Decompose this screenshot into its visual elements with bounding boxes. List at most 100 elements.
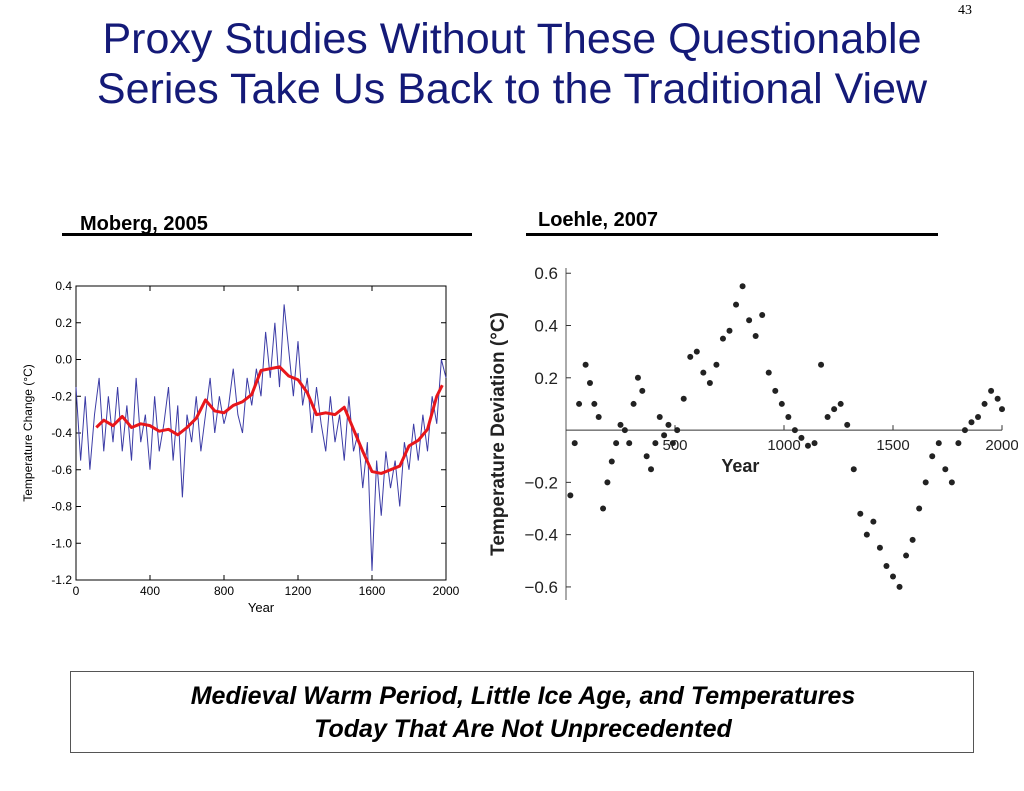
x-tick-label: 1500 (876, 437, 909, 454)
data-point (929, 453, 936, 460)
data-point (870, 518, 877, 525)
data-point (687, 353, 694, 360)
x-axis-label: Year (721, 456, 759, 476)
y-tick-label: −0.6 (524, 578, 558, 597)
data-point (759, 312, 766, 319)
data-point (863, 531, 870, 538)
data-point (922, 479, 929, 486)
x-tick-label: 2000 (433, 584, 460, 598)
data-point (621, 427, 628, 434)
data-point (656, 414, 663, 421)
data-point (706, 380, 713, 387)
data-point (586, 380, 593, 387)
data-point (582, 361, 589, 368)
data-point (746, 317, 753, 324)
data-point (719, 335, 726, 342)
y-tick-label: -0.2 (51, 389, 72, 403)
conclusion-text: Medieval Warm Period, Little Ice Age, an… (71, 680, 975, 746)
data-point (765, 369, 772, 376)
data-point (652, 440, 659, 447)
data-point (752, 332, 759, 339)
data-point (824, 414, 831, 421)
loehle-chart: 0.6 0.4 0.2 −0.2 −0.4 −0.6 500 1000 1500 2000 Year… (488, 264, 1018, 600)
x-tick-label: 1200 (285, 584, 312, 598)
data-point (857, 510, 864, 517)
data-point (669, 440, 676, 447)
slide-title: Proxy Studies Without These Questionable… (0, 14, 1024, 114)
data-point (890, 573, 896, 580)
data-point (961, 427, 968, 434)
data-point (617, 421, 624, 428)
y-tick-label: -0.6 (51, 463, 72, 477)
y-tick-label: 0.4 (55, 279, 72, 293)
data-point (591, 400, 598, 407)
data-point (778, 400, 785, 407)
moberg-chart: 0.4 0.2 0.0 -0.2 -0.4 -0.6 -0.8 -1.0 -1.20 400 800… (21, 279, 460, 615)
data-point (600, 505, 607, 512)
data-point (713, 361, 720, 368)
data-point (733, 301, 740, 308)
y-axis-label: Temperature Change (°C) (21, 364, 35, 502)
y-tick-label: -1.2 (51, 573, 72, 587)
page-number: 43 (958, 3, 972, 18)
x-tick-label: 400 (140, 584, 160, 598)
data-point (999, 406, 1005, 413)
data-point (772, 387, 779, 394)
smoothed-series-line (95, 365, 444, 475)
data-point (804, 442, 811, 449)
data-point (630, 400, 637, 407)
data-point (948, 479, 955, 486)
data-point (916, 505, 923, 512)
y-tick-label: -0.4 (51, 426, 72, 440)
data-point (818, 361, 825, 368)
y-tick-label: 0.2 (55, 316, 72, 330)
data-point (981, 400, 988, 407)
data-point (661, 432, 668, 439)
data-point (693, 348, 700, 355)
y-axis-label: Temperature Deviation (°C) (488, 312, 509, 556)
data-point (700, 369, 707, 376)
x-tick-label: 1600 (359, 584, 386, 598)
plot-frame (75, 285, 447, 581)
title-line-1: Proxy Studies Without These Questionable (102, 15, 922, 63)
y-tick-label: 0.4 (534, 317, 558, 336)
loehle-caption-underline (526, 233, 938, 236)
data-point (613, 440, 620, 447)
data-point (831, 406, 838, 413)
data-point (571, 440, 578, 447)
data-point (942, 466, 949, 473)
moberg-caption: Moberg, 2005 (80, 213, 208, 235)
x-tick-label: 0 (73, 584, 80, 598)
y-tick-label: -0.8 (51, 500, 72, 514)
y-tick-label: -1.0 (51, 536, 72, 550)
y-tick-label: 0.2 (534, 369, 558, 388)
y-tick-label: −0.2 (524, 473, 558, 492)
conclusion-box: Medieval Warm Period, Little Ice Age, an… (70, 671, 974, 753)
data-point (665, 421, 672, 428)
data-point (955, 440, 962, 447)
data-point (791, 427, 798, 434)
data-point (909, 536, 916, 543)
conclusion-line-2: Today That Are Not Unprecedented (314, 715, 732, 743)
data-point (643, 453, 650, 460)
data-point (595, 414, 602, 421)
data-point (844, 421, 851, 428)
conclusion-line-1: Medieval Warm Period, Little Ice Age, an… (190, 682, 856, 710)
annual-series-line (75, 304, 447, 571)
data-point (680, 395, 687, 402)
x-tick-label: 800 (214, 584, 234, 598)
loehle-caption: Loehle, 2007 (538, 209, 659, 231)
data-point (811, 440, 818, 447)
data-point (726, 327, 733, 334)
data-point (785, 414, 792, 421)
data-point (639, 387, 646, 394)
x-tick-label: 1000 (767, 437, 800, 454)
data-point (988, 387, 995, 394)
data-point (968, 419, 975, 426)
data-point (994, 395, 1001, 402)
x-tick-label: 2000 (985, 437, 1018, 454)
moberg-caption-underline (62, 233, 472, 236)
x-tick-label: 500 (662, 437, 687, 454)
data-point (883, 563, 890, 570)
data-point (739, 283, 746, 290)
